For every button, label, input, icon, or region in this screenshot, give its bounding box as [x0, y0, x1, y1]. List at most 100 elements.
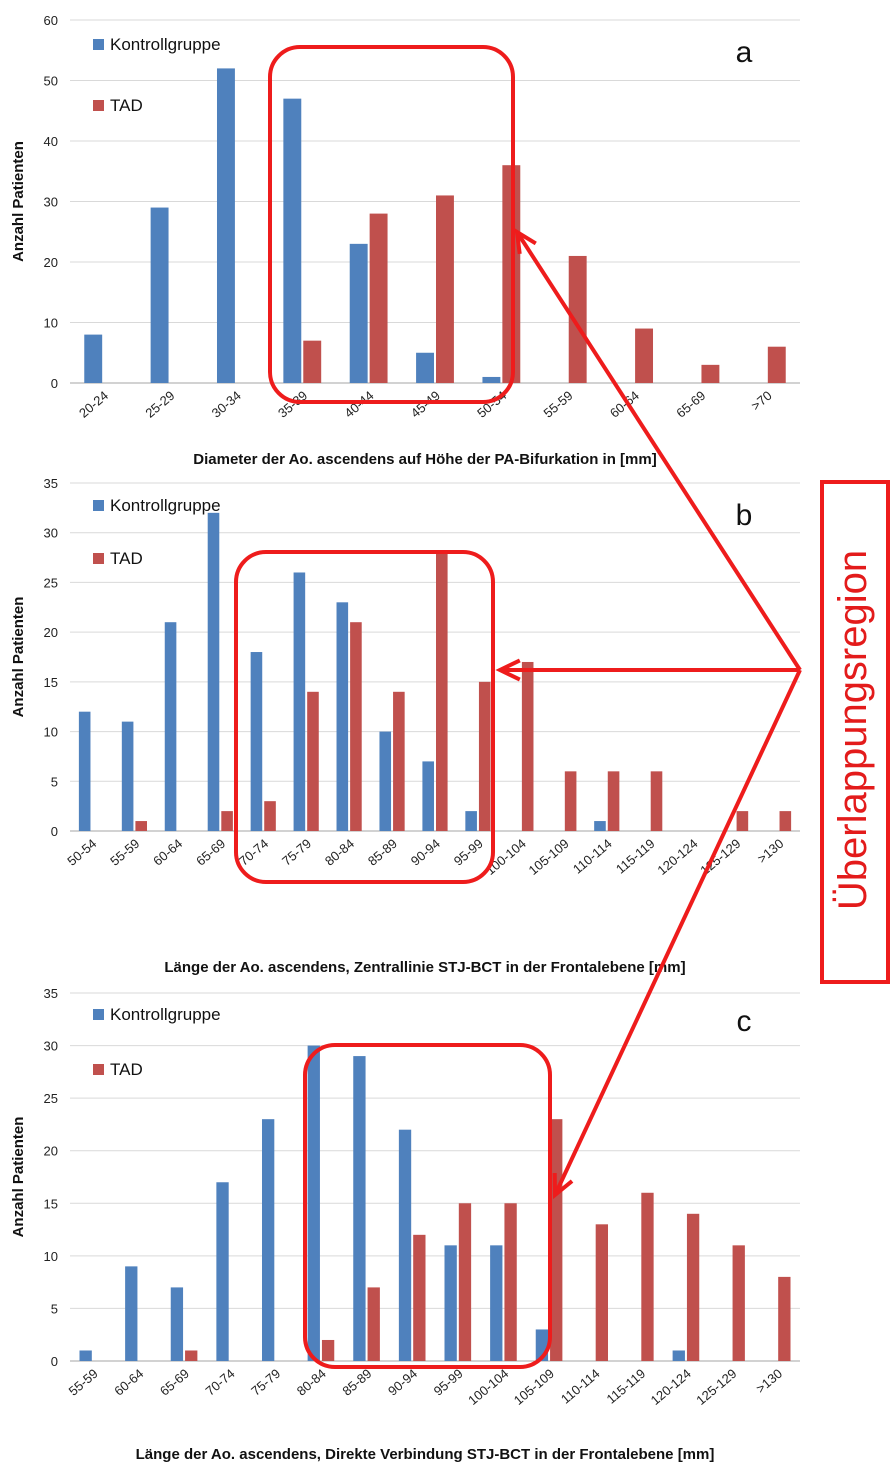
bar-tad-11 [564, 771, 577, 831]
x-tick-label: 105-109 [511, 1366, 557, 1408]
bar-kontrollgruppe-6 [353, 1056, 366, 1361]
x-tick-label: 120-124 [648, 1366, 694, 1408]
legend-swatch [93, 1064, 104, 1075]
bar-tad-7 [568, 255, 587, 383]
overlap-label-frame [820, 480, 890, 984]
y-tick-label: 20 [44, 1144, 58, 1159]
bar-kontrollgruppe-3 [283, 98, 302, 384]
x-tick-label: 110-114 [558, 1366, 603, 1407]
x-tick-label: 25-29 [142, 388, 177, 421]
bar-kontrollgruppe-9 [490, 1245, 503, 1361]
x-tick-label: 125-129 [693, 1366, 739, 1408]
bar-kontrollgruppe-0 [84, 334, 103, 383]
legend-entry: Kontrollgruppe [110, 35, 221, 54]
y-tick-label: 15 [44, 1196, 58, 1211]
legend-entry: Kontrollgruppe [110, 1005, 221, 1024]
bar-tad-7 [393, 691, 405, 831]
y-tick-label: 10 [44, 725, 58, 740]
x-tick-label: 75-79 [279, 836, 314, 869]
x-tick-label: 90-94 [408, 836, 443, 869]
bar-kontrollgruppe-3 [207, 512, 220, 831]
y-tick-label: 0 [51, 376, 58, 391]
bar-kontrollgruppe-8 [444, 1245, 457, 1361]
bar-kontrollgruppe-12 [594, 821, 606, 831]
y-axis-title: Anzahl Patienten [10, 597, 27, 718]
bar-kontrollgruppe-5 [293, 572, 306, 831]
bar-kontrollgruppe-0 [78, 711, 91, 831]
x-axis-title: Länge der Ao. ascendens, Zentrallinie ST… [164, 959, 685, 976]
bar-kontrollgruppe-0 [79, 1350, 92, 1361]
bar-kontrollgruppe-6 [336, 602, 349, 831]
legend-entry: TAD [110, 96, 143, 115]
x-tick-label: 55-59 [541, 388, 576, 421]
bar-tad-4 [369, 213, 388, 383]
legend-swatch [93, 1009, 104, 1020]
bar-tad-3 [303, 340, 322, 383]
overlap-annotations [234, 45, 890, 1369]
x-tick-label: 45-49 [408, 388, 443, 421]
overlap-arrow-c [553, 669, 802, 1196]
legend-swatch [93, 39, 104, 50]
bar-kontrollgruppe-2 [170, 1287, 184, 1361]
bar-tad-16 [779, 811, 792, 831]
x-tick-label: 110-114 [570, 836, 615, 877]
x-tick-label: 120-124 [654, 836, 700, 878]
legend-swatch [93, 100, 104, 111]
x-tick-label: 65-69 [157, 1366, 192, 1399]
bar-tad-6 [350, 622, 362, 831]
bar-kontrollgruppe-2 [216, 68, 235, 384]
bar-kontrollgruppe-4 [349, 243, 368, 383]
bar-kontrollgruppe-3 [216, 1182, 229, 1361]
overlap-arrow-a [515, 230, 802, 672]
x-axis-title: Länge der Ao. ascendens, Direkte Verbind… [136, 1446, 715, 1463]
x-tick-label: 80-84 [294, 1366, 329, 1399]
bar-tad-5 [436, 195, 454, 383]
x-tick-label: 40-44 [341, 388, 376, 421]
bar-kontrollgruppe-5 [416, 352, 434, 383]
x-axis-title: Diameter der Ao. ascendens auf Höhe der … [193, 451, 656, 468]
y-axis-title: Anzahl Patienten [10, 141, 27, 262]
y-tick-label: 35 [44, 476, 58, 491]
bar-kontrollgruppe-4 [250, 652, 263, 831]
bar-kontrollgruppe-1 [125, 1266, 138, 1361]
y-tick-label: 25 [44, 575, 58, 590]
y-tick-label: 40 [44, 134, 58, 149]
bar-tad-3 [221, 811, 233, 831]
y-axis-title: Anzahl Patienten [10, 1117, 27, 1238]
bar-kontrollgruppe-6 [482, 376, 501, 383]
x-tick-label: 20-24 [76, 388, 111, 421]
x-tick-label: 105-109 [526, 836, 572, 878]
x-tick-label: 65-69 [673, 388, 708, 421]
y-tick-label: 5 [51, 1301, 58, 1316]
x-tick-label: 60-64 [150, 836, 185, 869]
bar-tad-10 [767, 346, 786, 383]
x-tick-label: >70 [748, 388, 775, 414]
x-tick-label: 95-99 [451, 836, 486, 869]
y-tick-label: 25 [44, 1091, 58, 1106]
bar-tad-2 [185, 1350, 198, 1361]
chart-panel-c: 0 5 10 15 20 25 30 35 55-59 60-64 65-69 70-74 75-79 8… [10, 986, 800, 1463]
x-tick-label: 100-104 [465, 1366, 511, 1408]
y-tick-label: 15 [44, 675, 58, 690]
bar-kontrollgruppe-13 [672, 1350, 685, 1361]
bar-kontrollgruppe-2 [164, 622, 177, 831]
arrow-head [495, 658, 521, 682]
bar-tad-5 [321, 1339, 335, 1361]
bar-kontrollgruppe-1 [121, 721, 134, 831]
bar-kontrollgruppe-7 [379, 731, 392, 831]
x-tick-label: 115-119 [613, 836, 658, 877]
x-tick-label: 100-104 [483, 836, 529, 878]
bar-tad-8 [458, 1203, 472, 1361]
bar-tad-7 [413, 1234, 426, 1361]
y-tick-label: 35 [44, 986, 58, 1001]
arrow-head [514, 228, 537, 255]
x-tick-label: 55-59 [66, 1366, 101, 1399]
x-tick-label: 80-84 [322, 836, 357, 869]
panel-letter: a [736, 36, 753, 69]
bar-tad-12 [607, 771, 620, 831]
y-tick-label: 30 [44, 195, 58, 210]
x-tick-label: 90-94 [385, 1366, 420, 1399]
bar-tad-9 [504, 1203, 517, 1361]
x-tick-label: 50-54 [64, 836, 99, 869]
bar-tad-5 [307, 691, 319, 831]
